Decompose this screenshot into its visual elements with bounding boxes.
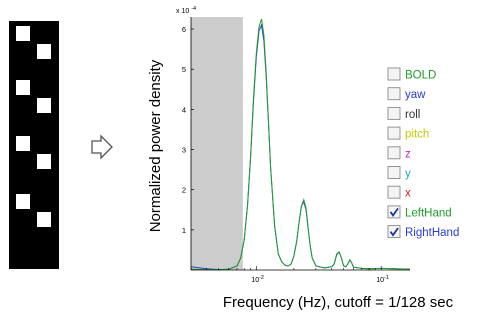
x-tick-label: 10-2 (251, 275, 264, 284)
legend-checkbox[interactable] (387, 87, 401, 101)
check-icon (389, 207, 399, 217)
y-tick-label: 2 (182, 186, 186, 195)
block-square (16, 26, 30, 41)
legend-checkbox[interactable] (387, 146, 401, 160)
legend-label: BOLD (405, 70, 436, 82)
legend-label: roll (405, 109, 420, 121)
block-square (37, 98, 51, 113)
plot-area: 1 2 3 4 5 6 10-2 10-1 (182, 17, 411, 284)
x-tick-label: 10-1 (376, 275, 389, 284)
legend-item-pitch[interactable]: pitch (387, 126, 429, 141)
legend-label: x (405, 188, 411, 200)
legend: BOLD yaw roll pitch zyx LeftHand RightHand (387, 67, 459, 240)
legend-checkbox[interactable] (387, 106, 401, 120)
y-tick-label: 4 (182, 105, 186, 114)
legend-label: y (405, 168, 411, 180)
svg-text:x 10 -4: x 10 -4 (176, 6, 196, 15)
legend-item-yaw[interactable]: yaw (387, 87, 426, 102)
legend-item-bold[interactable]: BOLD (387, 67, 436, 82)
legend-item-z[interactable]: z (387, 146, 411, 161)
legend-item-y[interactable]: y (387, 166, 411, 181)
block-square (16, 80, 30, 95)
block-square (16, 136, 30, 151)
y-axis-label: Normalized power density (147, 59, 164, 232)
block-square (16, 194, 30, 209)
block-square (37, 44, 51, 59)
legend-checkbox[interactable] (387, 225, 401, 239)
legend-checkbox[interactable] (387, 185, 401, 199)
legend-item-roll[interactable]: roll (387, 106, 420, 121)
legend-item-righthand[interactable]: RightHand (387, 225, 459, 240)
legend-label: RightHand (405, 227, 459, 239)
legend-label: yaw (405, 89, 426, 101)
y-exponent-label: x 10 -4 (176, 6, 196, 15)
legend-item-x[interactable]: x (387, 185, 411, 200)
right-arrow-icon (91, 134, 113, 160)
block-square (37, 212, 51, 227)
legend-label: z (405, 148, 411, 160)
legend-label: pitch (405, 129, 429, 141)
legend-label: LeftHand (405, 207, 452, 219)
legend-checkbox[interactable] (387, 205, 401, 219)
y-tick-label: 6 (182, 25, 186, 34)
y-tick-label: 1 (182, 226, 186, 235)
x-axis-label: Frequency (Hz), cutoff = 1/128 sec (223, 294, 454, 311)
legend-item-lefthand[interactable]: LeftHand (387, 205, 452, 220)
legend-checkbox[interactable] (387, 166, 401, 179)
check-icon (389, 227, 399, 237)
cutoff-shaded-region (191, 17, 243, 270)
block-design-icon (9, 21, 59, 269)
series-line-lefthand (190, 18, 411, 271)
y-tick-label: 3 (182, 146, 186, 155)
legend-checkbox[interactable] (387, 126, 401, 140)
y-tick-label: 5 (182, 65, 186, 74)
block-square (37, 154, 51, 169)
legend-checkbox[interactable] (387, 67, 401, 81)
